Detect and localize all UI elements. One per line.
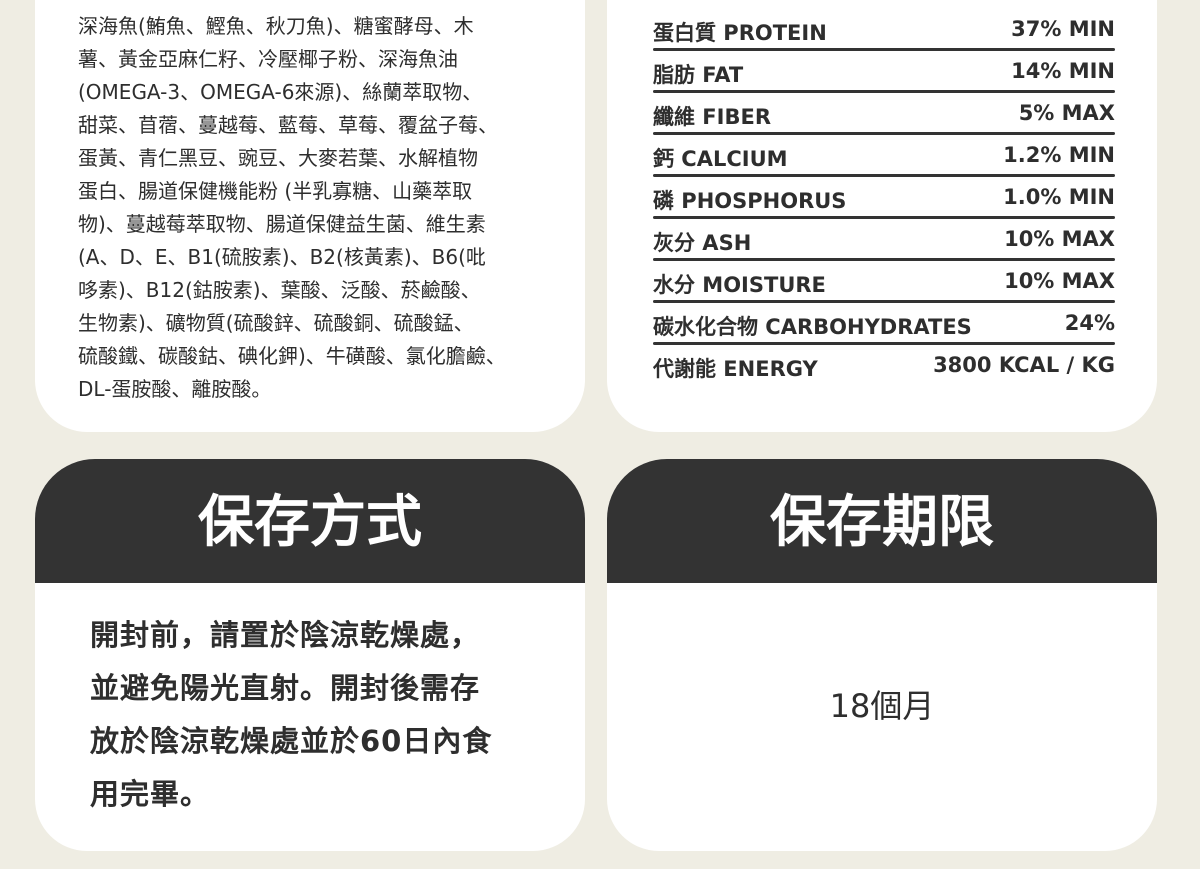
storage-line: 用完畢。 [90,777,211,811]
ingredient-line: 哆素)、B12(鈷胺素)、葉酸、泛酸、菸鹼酸、 [78,278,481,302]
nutrition-row: 灰分 ASH 10% MAX [653,221,1115,263]
nutrient-label: 脂肪 FAT [653,63,744,87]
row-rule [653,90,1115,93]
row-rule [653,174,1115,177]
nutrition-row: 鈣 CALCIUM 1.2% MIN [653,137,1115,179]
ingredient-line: (A、D、E、B1(硫胺素)、B2(核黃素)、B6(吡 [78,245,486,269]
row-rule [653,258,1115,261]
nutrient-value: 37% MIN [1011,17,1115,41]
ingredient-line: 薯、黃金亞麻仁籽、冷壓椰子粉、深海魚油 [78,47,458,71]
nutrition-row: 蛋白質 PROTEIN 37% MIN [653,11,1115,53]
shelf-life-title: 保存期限 [607,459,1157,583]
storage-line: 放於陰涼乾燥處並於60日內食 [90,724,493,758]
shelf-life-card: 保存期限 18個月 [607,459,1157,851]
nutrition-row: 水分 MOISTURE 10% MAX [653,263,1115,305]
nutrient-label: 碳水化合物 CARBOHYDRATES [653,315,972,339]
ingredient-line: 物)、蔓越莓萃取物、腸道保健益生菌、維生素 [78,212,486,236]
row-rule [653,132,1115,135]
ingredient-line: 蛋白、腸道保健機能粉 (半乳寡糖、山藥萃取 [78,179,473,203]
storage-line: 開封前，請置於陰涼乾燥處， [90,618,481,652]
nutrient-label: 磷 PHOSPHORUS [653,189,847,213]
nutrient-label: 水分 MOISTURE [653,273,826,297]
nutrition-row: 纖維 FIBER 5% MAX [653,95,1115,137]
storage-card: 保存方式 開封前，請置於陰涼乾燥處， 並避免陽光直射。開封後需存 放於陰涼乾燥處並於… [35,459,585,851]
ingredient-line: DL-蛋胺酸、離胺酸。 [78,377,272,401]
nutrient-label: 纖維 FIBER [653,105,771,129]
row-rule [653,342,1115,345]
ingredient-line: (OMEGA-3、OMEGA-6來源)、絲蘭萃取物、 [78,80,483,104]
nutrient-value: 5% MAX [1018,101,1115,125]
shelf-life-text: 18個月 [829,687,935,725]
storage-body: 開封前，請置於陰涼乾燥處， 並避免陽光直射。開封後需存 放於陰涼乾燥處並於60日內食… [35,583,585,821]
nutrient-value: 10% MAX [1004,227,1115,251]
nutrition-row: 代謝能 ENERGY 3800 KCAL / KG [653,347,1115,389]
nutrient-value: 24% [1064,311,1115,335]
row-rule [653,48,1115,51]
nutrient-label: 蛋白質 PROTEIN [653,21,827,45]
ingredient-line: 蛋黃、青仁黑豆、豌豆、大麥若葉、水解植物 [78,146,478,170]
row-rule [653,216,1115,219]
nutrient-label: 鈣 CALCIUM [653,147,788,171]
nutrient-label: 灰分 ASH [653,231,752,255]
nutrient-label: 代謝能 ENERGY [653,357,818,381]
ingredient-line: 硫酸鐵、碳酸鈷、碘化鉀)、牛磺酸、氯化膽鹼、 [78,344,506,368]
nutrition-card: 蛋白質 PROTEIN 37% MIN 脂肪 FAT 14% MIN 纖維 FIBER 5… [607,0,1157,432]
nutrient-value: 1.0% MIN [1003,185,1115,209]
nutrition-row: 磷 PHOSPHORUS 1.0% MIN [653,179,1115,221]
nutrient-value: 3800 KCAL / KG [933,353,1115,377]
ingredients-card: 深海魚(鮪魚、鰹魚、秋刀魚)、糖蜜酵母、木 薯、黃金亞麻仁籽、冷壓椰子粉、深海魚油… [35,0,585,432]
nutrition-row: 碳水化合物 CARBOHYDRATES 24% [653,305,1115,347]
storage-title: 保存方式 [35,459,585,583]
nutrition-row: 脂肪 FAT 14% MIN [653,53,1115,95]
ingredient-line: 生物素)、礦物質(硫酸鋅、硫酸銅、硫酸錳、 [78,311,474,335]
nutrient-value: 14% MIN [1011,59,1115,83]
ingredient-line: 深海魚(鮪魚、鰹魚、秋刀魚)、糖蜜酵母、木 [78,14,474,38]
ingredient-line: 甜菜、苜蓿、蔓越莓、藍莓、草莓、覆盆子莓、 [78,113,498,137]
storage-line: 並避免陽光直射。開封後需存 [90,671,481,705]
nutrient-value: 1.2% MIN [1003,143,1115,167]
row-rule [653,300,1115,303]
nutrient-value: 10% MAX [1004,269,1115,293]
